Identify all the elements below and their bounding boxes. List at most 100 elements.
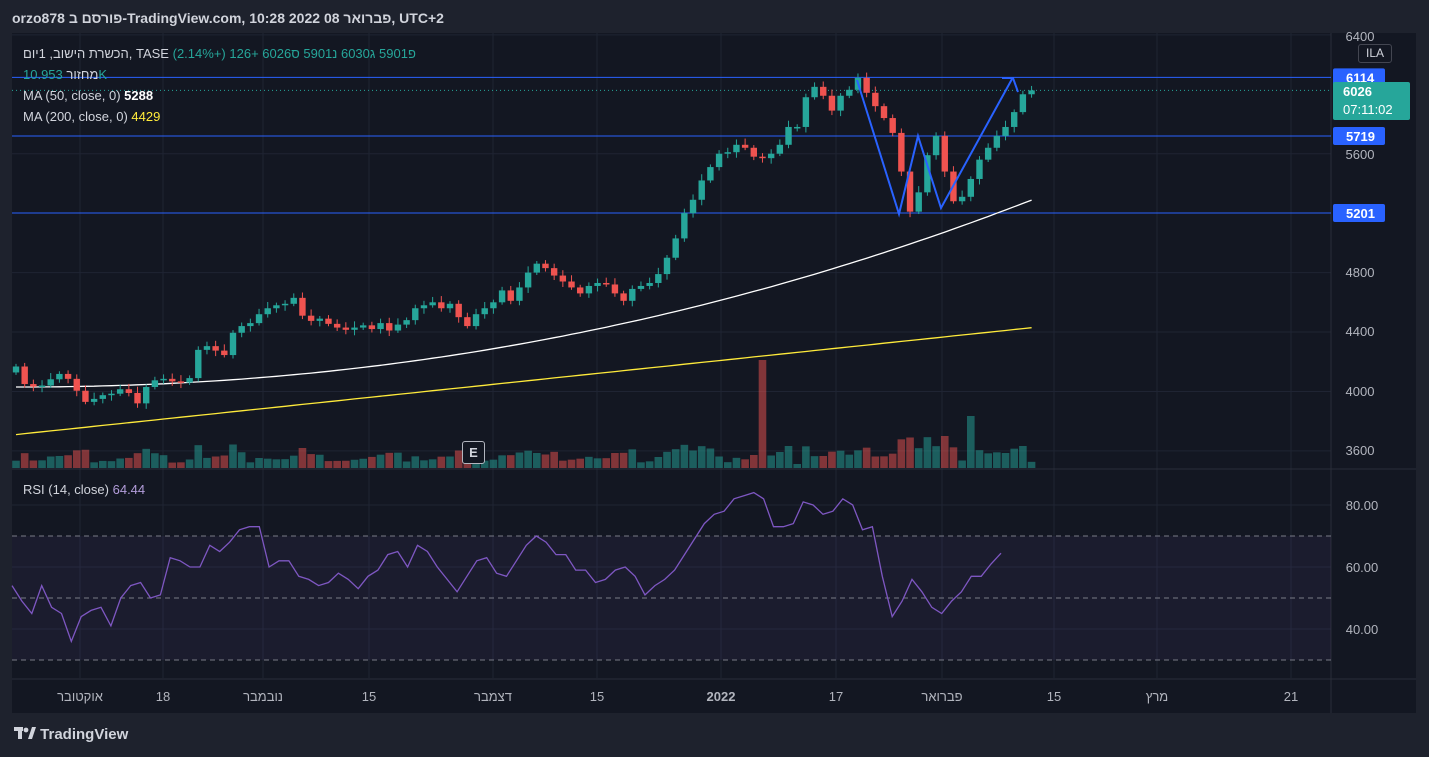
- candle-body: [273, 305, 280, 309]
- candle-body: [186, 378, 193, 383]
- chart-area[interactable]: [12, 33, 1416, 713]
- volume-bar: [1010, 448, 1018, 468]
- volume-bar: [177, 462, 185, 468]
- earnings-icon[interactable]: E: [462, 441, 485, 464]
- candle-body: [802, 97, 810, 127]
- volume-bar: [984, 453, 992, 468]
- candle-body: [134, 392, 141, 404]
- volume-bar: [168, 462, 177, 468]
- y-tick-label: 4400: [1346, 324, 1375, 339]
- level-badge-bg: [1333, 127, 1385, 146]
- candle-body: [1002, 126, 1009, 136]
- candle-body: [1011, 112, 1018, 127]
- x-tick-label: 21: [1284, 689, 1298, 704]
- candle-body: [559, 275, 567, 282]
- legend-volume-value: 10.953K: [23, 67, 108, 82]
- candle-body: [1019, 94, 1027, 113]
- legend-rsi-value: 64.44: [112, 482, 146, 497]
- x-tick-label: 15: [1047, 689, 1061, 704]
- volume-bar: [654, 457, 663, 468]
- candle-body: [958, 196, 966, 202]
- level-badge-bg: [1333, 68, 1385, 87]
- volume-bar: [324, 461, 333, 468]
- tradingview-logo-icon: [14, 727, 36, 739]
- candle-body: [767, 153, 775, 159]
- candle-body: [169, 378, 176, 382]
- volume-bar: [810, 456, 819, 468]
- candle-body: [368, 325, 376, 330]
- volume-bar: [194, 445, 203, 468]
- candle-body: [984, 147, 992, 160]
- volume-bar: [854, 450, 862, 468]
- legend-rsi-label: RSI (14, close): [23, 482, 109, 497]
- candle-body: [524, 272, 532, 288]
- currency-badge[interactable]: ILA: [1358, 44, 1392, 63]
- candle-body: [38, 385, 46, 388]
- price-badge-bg: [1333, 82, 1410, 120]
- tradingview-logo[interactable]: TradingView: [14, 726, 128, 743]
- candle-body: [585, 285, 593, 294]
- candle-body: [125, 389, 133, 393]
- candle-body: [281, 303, 289, 306]
- candle-body: [776, 144, 784, 154]
- candle-body: [429, 302, 436, 306]
- candle-body: [507, 290, 514, 301]
- candle-body: [655, 274, 662, 283]
- volume-bar: [263, 458, 272, 468]
- legend-volume[interactable]: מחזור 10.953K: [23, 67, 107, 82]
- candle-body: [333, 323, 341, 328]
- candle-body: [472, 314, 480, 327]
- volume-bar: [923, 437, 932, 468]
- legend-ma50[interactable]: MA (50, close, 0) 5288: [23, 88, 153, 103]
- volume-bar: [819, 456, 828, 468]
- candle-body: [880, 106, 888, 119]
- candle-body: [637, 285, 645, 289]
- volume-bar: [38, 460, 46, 468]
- volume-bar: [914, 448, 923, 468]
- level-badge-text: 6114: [1346, 70, 1375, 85]
- legend-ma200[interactable]: MA (200, close, 0) 4429: [23, 109, 160, 124]
- volume-bar: [411, 456, 420, 468]
- candle-body: [316, 318, 323, 321]
- volume-bar: [689, 450, 697, 468]
- x-tick-label: 18: [156, 689, 170, 704]
- candle-body: [846, 89, 853, 96]
- candle-body: [794, 126, 801, 129]
- candle-body: [177, 381, 185, 383]
- volume-bar: [576, 458, 584, 468]
- candle-body: [438, 302, 445, 309]
- legend-ma200-value: 4429: [131, 109, 161, 124]
- volume-bar: [46, 456, 55, 468]
- candle-body: [759, 156, 766, 159]
- x-tick-label: אוקטובר: [57, 689, 103, 704]
- volume-bar: [680, 444, 689, 468]
- volume-bar: [64, 455, 72, 468]
- volume-bar: [645, 461, 654, 468]
- volume-bar: [489, 459, 498, 468]
- x-tick-label: 15: [362, 689, 376, 704]
- volume-bar: [237, 452, 246, 468]
- candle-body: [481, 308, 488, 315]
- volume-bar: [359, 458, 367, 468]
- volume-bar: [454, 450, 463, 468]
- volume-bar: [211, 456, 220, 468]
- volume-bar: [281, 459, 289, 468]
- candle-body: [360, 325, 367, 328]
- volume-bar: [342, 460, 350, 468]
- candle-body: [21, 366, 28, 385]
- volume-bar: [593, 458, 602, 468]
- candle-body: [203, 346, 211, 350]
- candle-body: [837, 95, 844, 111]
- volume-bar: [602, 458, 611, 468]
- volume-bar: [203, 457, 211, 468]
- volume-bar: [515, 452, 524, 468]
- volume-bar: [1001, 453, 1010, 468]
- x-tick-label: נובמבר: [243, 689, 283, 704]
- volume-bar: [567, 459, 576, 468]
- volume-bar: [533, 453, 541, 468]
- y-tick-label: 3600: [1346, 443, 1375, 458]
- y-tick-label: 5600: [1346, 147, 1375, 162]
- candle-body: [195, 349, 202, 379]
- legend-rsi[interactable]: RSI (14, close) 64.44: [23, 482, 145, 497]
